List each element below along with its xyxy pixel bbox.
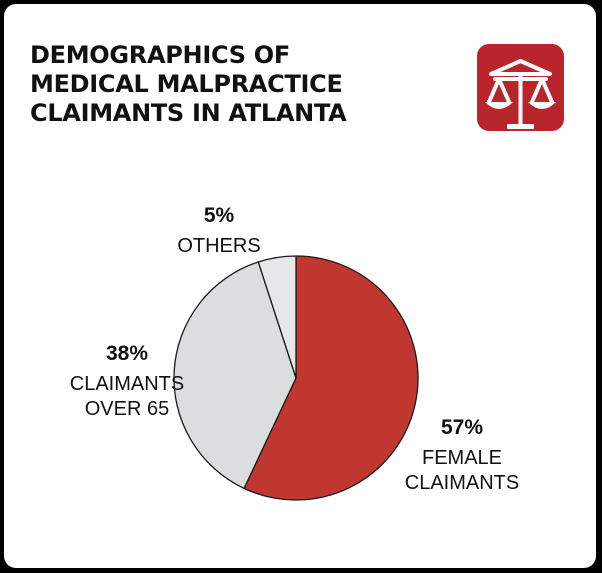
- slice-category-label: OVER 65: [85, 398, 169, 420]
- label-claimants-over-65: 38% CLAIMANTS OVER 65: [70, 342, 184, 420]
- slice-value-label: 57%: [441, 416, 483, 439]
- slice-others: [257, 255, 297, 379]
- label-others: 5% OTHERS: [177, 204, 260, 257]
- infographic-card: DEMOGRAPHICS OF MEDICAL MALPRACTICE CLAI…: [4, 4, 596, 568]
- slice-category-label: FEMALE: [422, 447, 502, 469]
- slice-category-label: OTHERS: [177, 235, 260, 257]
- label-female-claimants: 57% FEMALE CLAIMANTS: [405, 416, 519, 494]
- scales-of-justice-icon: [477, 44, 564, 131]
- slice-value-label: 5%: [204, 204, 235, 227]
- slice-claimants-over-65: [173, 261, 297, 490]
- slice-female-claimants: [243, 255, 419, 501]
- title-line-2: MEDICAL MALPRACTICE: [30, 70, 343, 98]
- chart-title: DEMOGRAPHICS OF MEDICAL MALPRACTICE CLAI…: [30, 41, 450, 128]
- title-line-3: CLAIMANTS IN ATLANTA: [30, 99, 347, 127]
- slice-value-label: 38%: [106, 342, 148, 365]
- pie-chart: 57% FEMALE CLAIMANTS 38% CLAIMANTS OVER 65 5% O…: [70, 204, 519, 501]
- slice-category-label: CLAIMANTS: [405, 472, 519, 494]
- title-line-1: DEMOGRAPHICS OF: [30, 41, 290, 69]
- slice-category-label: CLAIMANTS: [70, 373, 184, 395]
